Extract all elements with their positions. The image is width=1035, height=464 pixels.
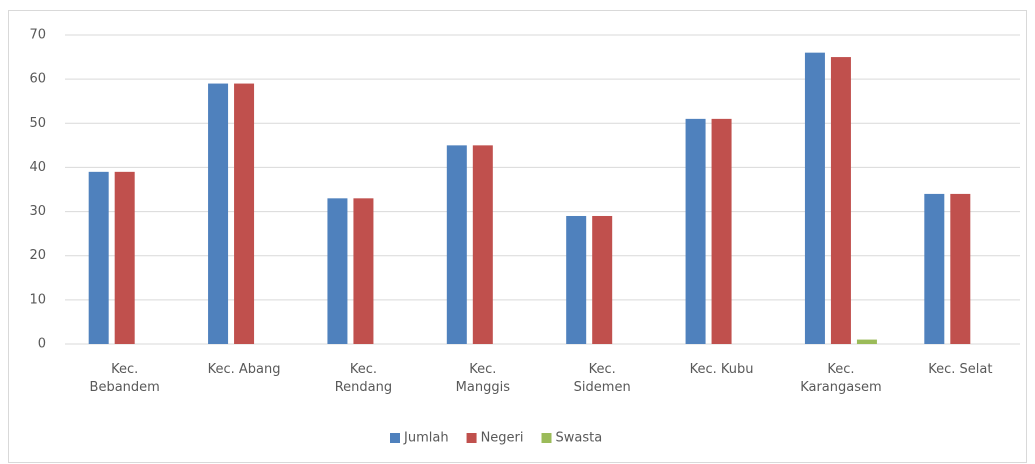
bar xyxy=(685,118,706,344)
x-tick-label: Kec. Kubu xyxy=(689,362,754,377)
y-tick-label: 60 xyxy=(29,72,46,87)
bar xyxy=(592,215,613,344)
bar xyxy=(88,171,109,344)
bar xyxy=(804,52,825,345)
y-tick-label: 30 xyxy=(29,204,46,219)
bar xyxy=(353,198,374,344)
y-tick-label: 20 xyxy=(29,248,46,263)
bar xyxy=(446,145,467,344)
x-tick-label: Kec. Rendang xyxy=(334,362,393,395)
legend-label: Jumlah xyxy=(403,431,449,446)
chart-border xyxy=(8,10,1027,463)
x-tick-label: Kec. Bebandem xyxy=(89,362,160,395)
legend-swatch xyxy=(390,433,400,443)
y-tick-label: 10 xyxy=(29,292,46,307)
bar xyxy=(472,145,493,344)
x-tick-label: Kec. Abang xyxy=(207,362,281,377)
y-tick-label: 70 xyxy=(29,28,46,43)
bar xyxy=(830,57,851,344)
y-tick-label: 40 xyxy=(29,160,46,175)
legend-label: Swasta xyxy=(556,431,603,446)
x-tick-label: Kec. Karangasem xyxy=(800,362,882,395)
bar xyxy=(234,83,255,345)
bar xyxy=(566,215,587,344)
legend-label: Negeri xyxy=(481,431,524,446)
legend-swatch xyxy=(541,433,552,443)
bar xyxy=(327,198,348,344)
x-tick-label: Kec. Sidemen xyxy=(573,362,631,395)
y-tick-label: 50 xyxy=(29,116,46,131)
x-tick-label: Kec. Manggis xyxy=(455,362,510,395)
legend-swatch xyxy=(466,433,477,443)
y-tick-label: 0 xyxy=(38,337,46,352)
bar xyxy=(856,339,877,344)
x-tick-label: Kec. Selat xyxy=(928,362,993,377)
bar xyxy=(950,193,971,344)
bar xyxy=(711,118,732,344)
bar xyxy=(114,171,135,344)
bar xyxy=(924,193,945,344)
bar xyxy=(208,83,229,345)
